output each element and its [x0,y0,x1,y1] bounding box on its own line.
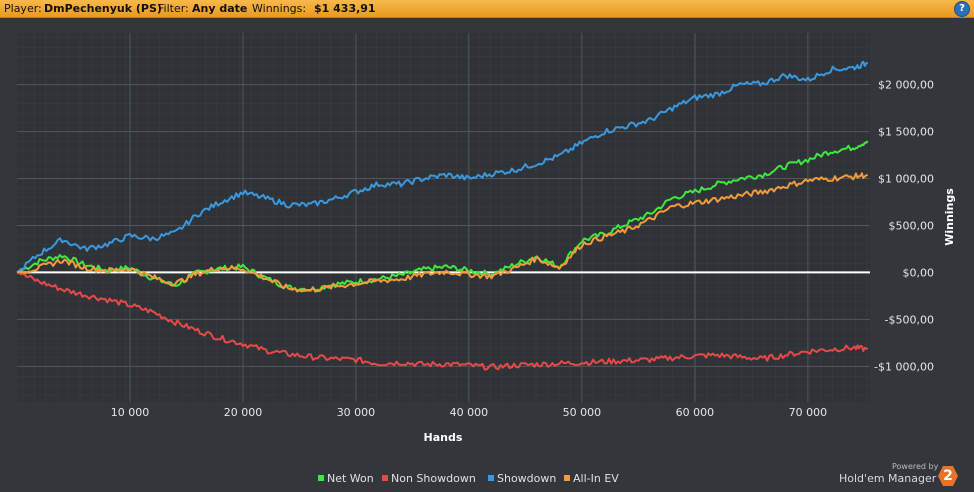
y-tick-label: $500,00 [889,219,935,232]
series-line-showdown [16,60,868,274]
legend-label: Net Won [327,472,374,485]
y-tick-label: -$500,00 [885,313,934,326]
legend-item[interactable]: Net Won [318,472,374,485]
x-axis-label: Hands [424,431,463,444]
legend-swatch [564,475,570,481]
winnings-value: $1 433,91 [314,2,376,15]
filter-label: Filter: [158,2,189,15]
x-tick-label: 10 000 [111,406,150,419]
legend-swatch [382,475,388,481]
legend-label: All-In EV [573,472,619,485]
plot-minor-grid [17,33,870,402]
y-tick-label: $2 000,00 [878,79,934,92]
legend-label: Non Showdown [391,472,476,485]
filter-bar: Player: DmPechenyuk (PS) Filter: Any dat… [0,0,974,18]
x-tick-label: 50 000 [563,406,602,419]
legend-swatch [488,475,494,481]
powered-by-text: Powered by [892,462,939,471]
legend-swatch [318,475,324,481]
x-tick-label: 60 000 [676,406,715,419]
legend-label: Showdown [497,472,556,485]
x-axis-ticks: 10 000 20 000 30 000 40 000 50 000 60 000 70 0… [111,406,827,419]
player-value: DmPechenyuk (PS) [44,2,162,15]
hm2-logo-icon: 2 [938,466,958,486]
filter-value: Any date [192,2,248,15]
series-line-all-in-ev [16,172,869,293]
legend-item[interactable]: All-In EV [564,472,619,485]
legend-item[interactable]: Non Showdown [382,472,476,485]
x-tick-label: 20 000 [224,406,263,419]
y-tick-label: $1 000,00 [878,173,934,186]
y-axis-label: Winnings [943,188,956,246]
legend-item[interactable]: Showdown [488,472,556,485]
series-group [16,60,869,371]
brand-name: Hold'em Manager [839,472,937,485]
series-line-non-showdown [16,271,869,371]
y-tick-label: $0,00 [903,266,935,279]
winnings-label: Winnings: [252,2,307,15]
y-tick-label: $1 500,00 [878,126,934,139]
y-axis-ticks: -$1 000,00 -$500,00 $0,00 $500,00 $1 000,00 $… [874,79,934,374]
help-icon[interactable]: ? [954,1,970,17]
legend: Net Won Non Showdown Showdown All-In EV [318,472,619,485]
x-tick-label: 30 000 [337,406,376,419]
x-tick-label: 70 000 [789,406,828,419]
player-label: Player: [4,2,42,15]
y-tick-label: -$1 000,00 [874,360,934,373]
grid-lines [17,33,870,402]
x-tick-label: 40 000 [450,406,489,419]
